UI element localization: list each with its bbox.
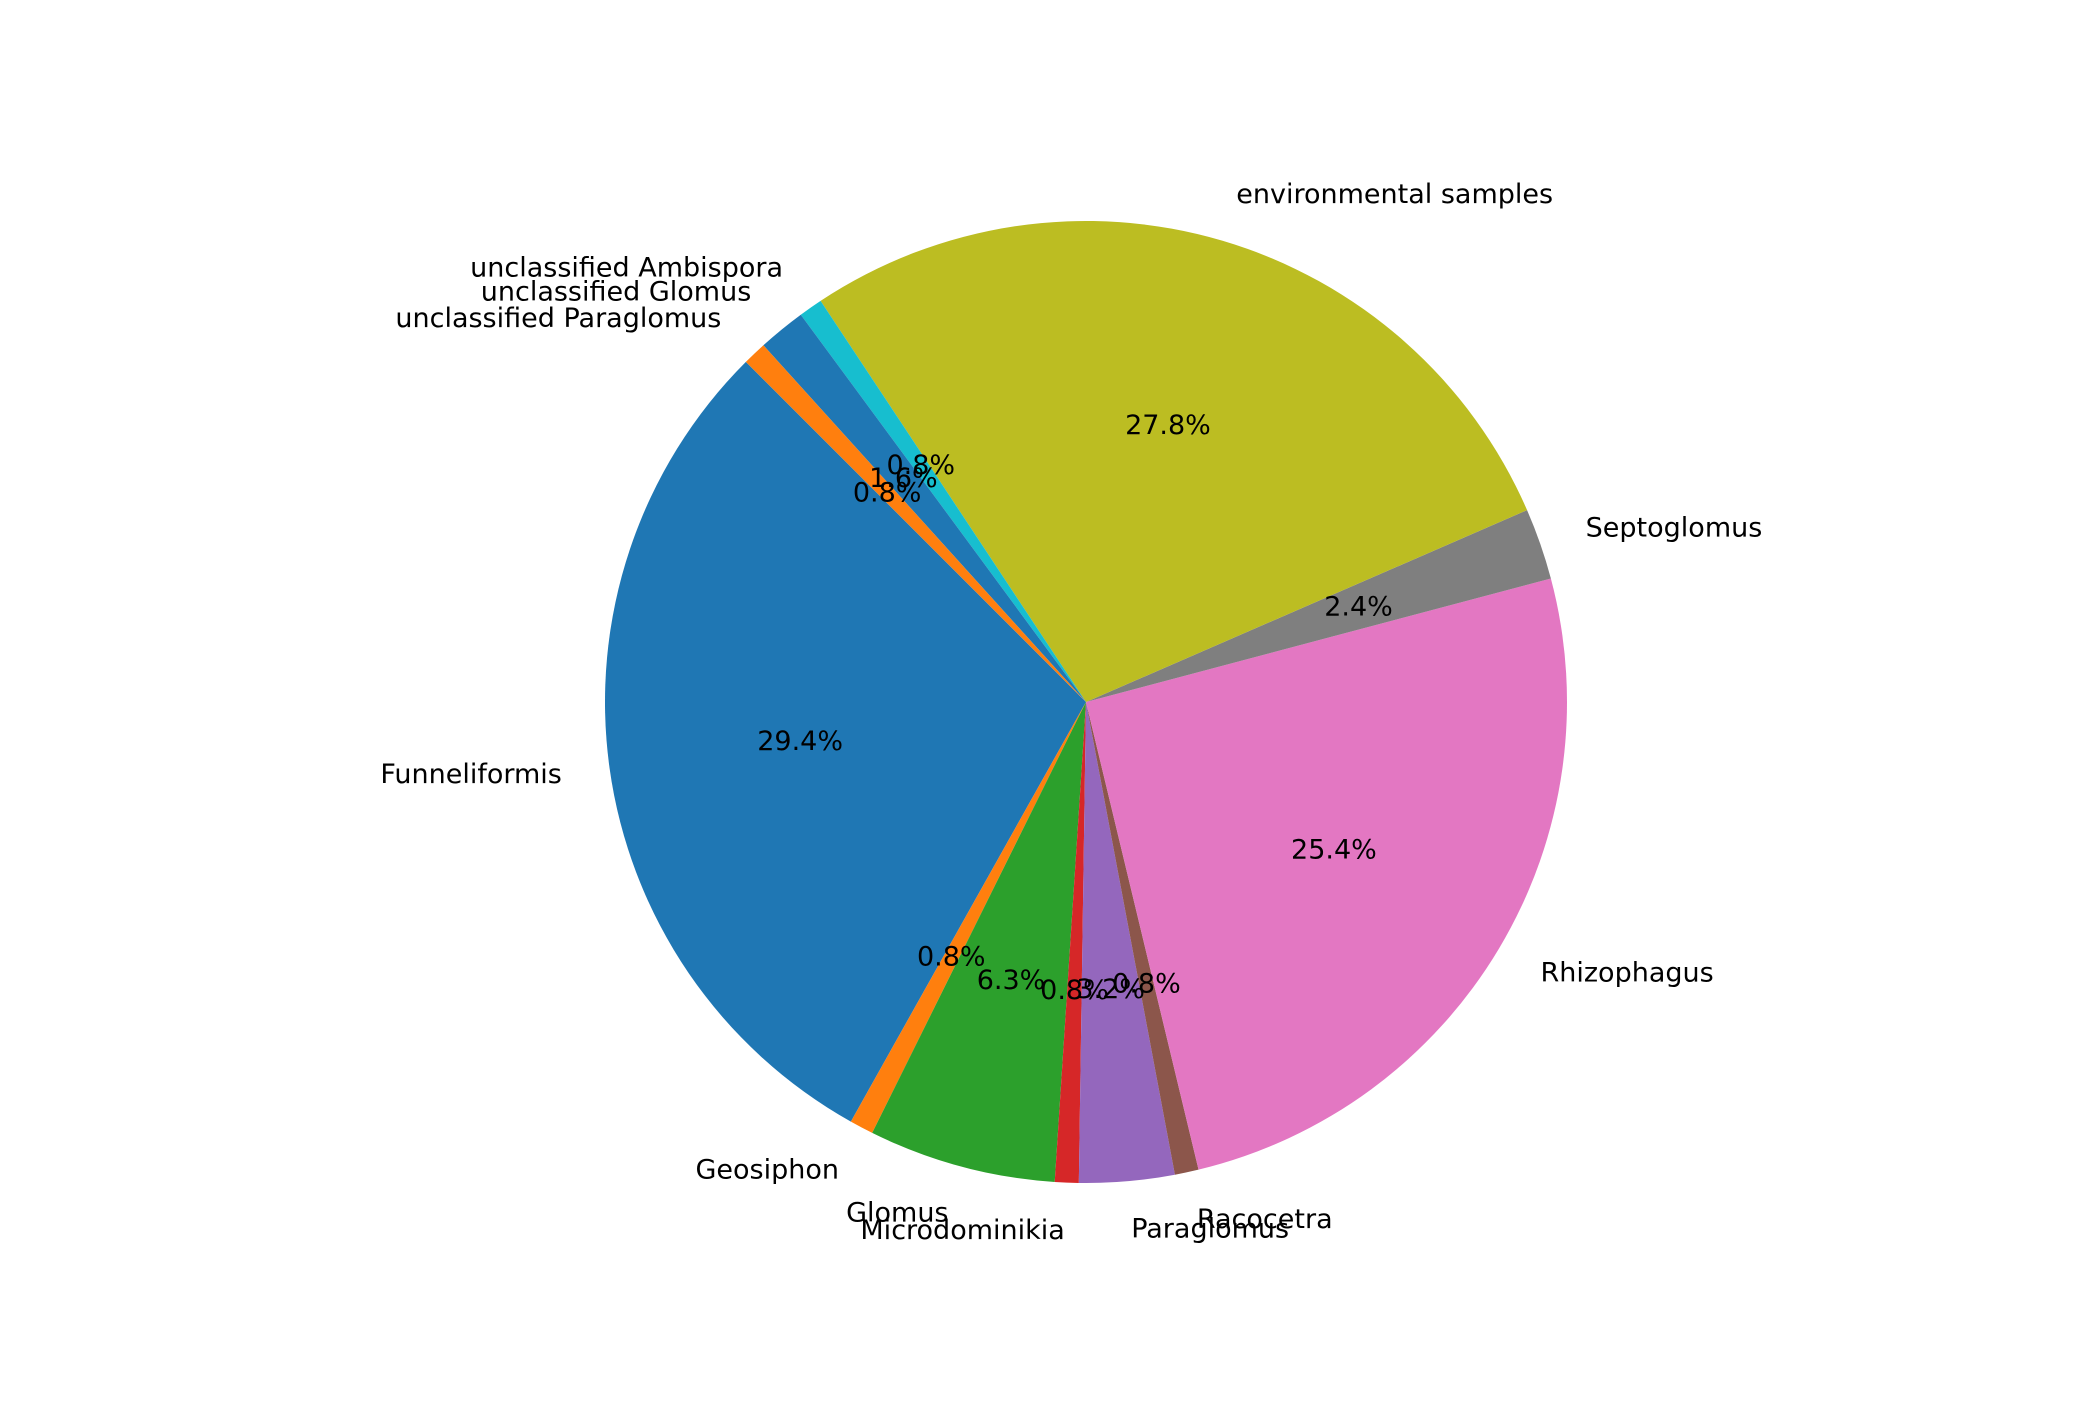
pie-slice-8 (820, 220, 1528, 702)
pie-slice-10 (763, 314, 1086, 702)
pie-slice-5 (1086, 702, 1199, 1175)
slices-layer (604, 220, 1568, 1184)
slice-label-11: unclassified Paraglomus (395, 303, 721, 334)
pie-slice-2 (872, 702, 1086, 1182)
slice-label-7: Septoglomus (1586, 513, 1763, 544)
slice-label-1: Geosiphon (695, 1154, 839, 1185)
slice-label-6: Rhizophagus (1541, 957, 1714, 988)
pie-slice-4 (1078, 702, 1175, 1184)
pct-label-5: 0.8% (1112, 969, 1181, 1000)
pct-label-8: 27.8% (1125, 410, 1211, 441)
slice-label-0: Funneliformis (380, 759, 562, 790)
slice-label-4: Paraglomus (1131, 1214, 1289, 1245)
pie-slice-6 (1086, 578, 1568, 1170)
slice-label-5: Racocetra (1197, 1204, 1333, 1235)
labels-layer: Funneliformis 29.4% Geosiphon 0.8% Glomus 6.3… (380, 179, 1762, 1246)
slice-label-3: Microdominikia (860, 1215, 1064, 1246)
pie-slice-9 (800, 300, 1086, 702)
slice-label-10: unclassified Glomus (481, 277, 752, 308)
slice-label-8: environmental samples (1236, 179, 1553, 210)
pie-slice-7 (1086, 510, 1551, 702)
slice-label-2: Glomus (846, 1197, 948, 1228)
pct-label-3: 0.8% (1040, 975, 1109, 1006)
pct-label-0: 29.4% (757, 726, 843, 757)
pct-label-2: 6.3% (977, 965, 1046, 996)
pct-label-6: 25.4% (1291, 834, 1377, 865)
pct-label-7: 2.4% (1324, 592, 1393, 623)
pct-label-9: 0.8% (886, 450, 955, 481)
slice-label-9: unclassified Ambispora (470, 253, 783, 284)
pie-slice-0 (604, 361, 1086, 1122)
pie-slice-3 (1054, 702, 1086, 1183)
pct-label-1: 0.8% (917, 942, 986, 973)
pie-slice-1 (850, 702, 1086, 1133)
pct-label-10: 1.6% (869, 463, 938, 494)
pct-label-4: 3.2% (1076, 974, 1145, 1005)
pct-label-11: 0.8% (853, 477, 922, 508)
pie-slice-11 (745, 345, 1086, 702)
